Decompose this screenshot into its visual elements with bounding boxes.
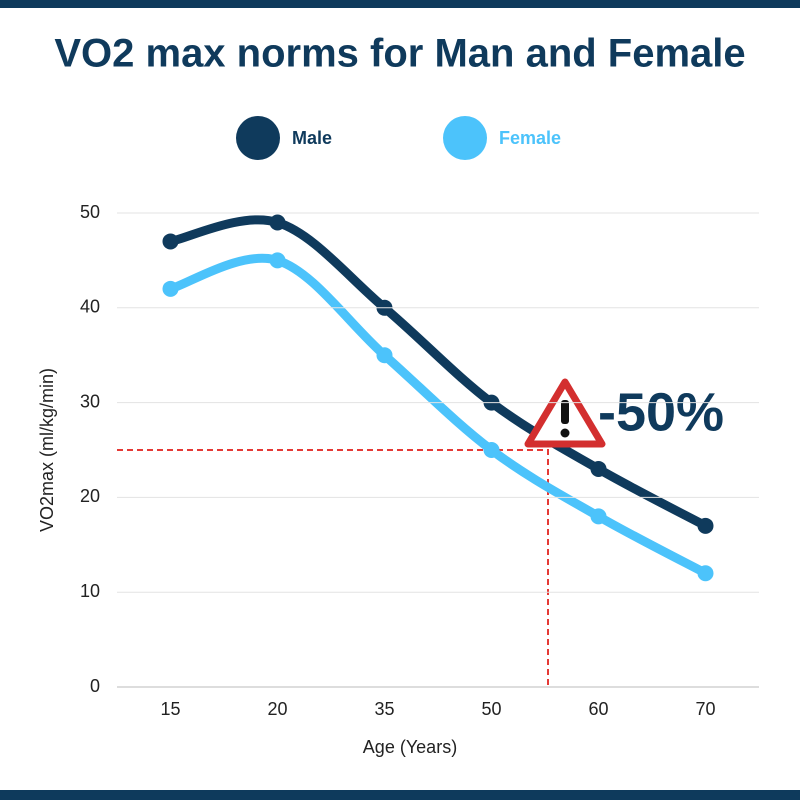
y-tick-label: 30	[80, 391, 100, 411]
y-tick-label: 40	[80, 297, 100, 317]
y-axis-label: VO2max (ml/kg/min)	[37, 368, 57, 532]
x-tick-label: 20	[267, 699, 287, 719]
top-band	[0, 0, 800, 8]
legend-swatch	[236, 116, 280, 160]
y-tick-label: 50	[80, 202, 100, 222]
y-tick-label: 10	[80, 581, 100, 601]
reference-line	[117, 449, 549, 687]
data-point	[162, 233, 179, 250]
x-tick-label: 35	[374, 699, 394, 719]
data-point	[162, 280, 179, 297]
legend-label: Female	[499, 128, 561, 148]
data-point	[376, 347, 393, 364]
data-point	[697, 517, 714, 534]
x-tick-label: 70	[695, 699, 715, 719]
data-point	[590, 460, 607, 477]
data-point	[590, 508, 607, 525]
y-tick-label: 0	[90, 676, 100, 696]
x-tick-label: 60	[588, 699, 608, 719]
bottom-band	[0, 790, 800, 800]
legend-label: Male	[292, 128, 332, 148]
x-tick-label: 50	[481, 699, 501, 719]
data-point	[697, 565, 714, 582]
x-axis-label: Age (Years)	[363, 737, 457, 757]
data-point	[269, 252, 286, 269]
data-point	[483, 442, 500, 458]
x-tick-label: 15	[160, 699, 180, 719]
series-line	[166, 215, 710, 531]
y-tick-label: 20	[80, 486, 100, 506]
legend-swatch	[443, 116, 487, 160]
data-point	[269, 214, 286, 231]
warning-icon	[524, 378, 606, 448]
annotation: -50%	[598, 382, 724, 442]
chart-title: VO2 max norms for Man and Female	[54, 32, 745, 76]
